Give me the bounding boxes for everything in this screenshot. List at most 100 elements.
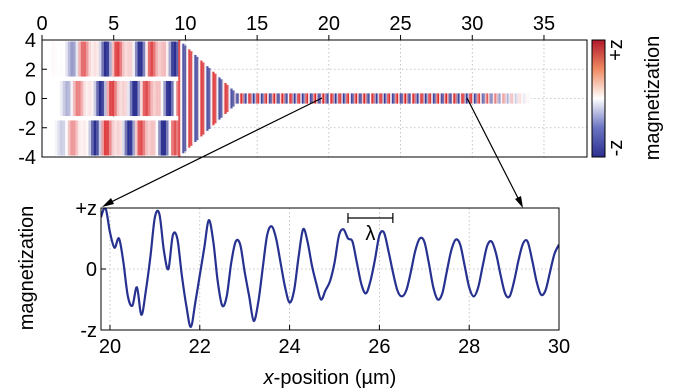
wave-cell: [462, 93, 465, 104]
wave-cell: [98, 41, 102, 77]
wave-cell: [214, 73, 217, 124]
wave-cell: [470, 93, 473, 104]
map-x-tick-label: 0: [36, 13, 47, 35]
wave-cell: [85, 120, 89, 156]
wave-cell: [350, 93, 353, 104]
wave-cell: [391, 93, 394, 104]
colorbar-bottom-label: -z: [605, 140, 627, 157]
wave-cell: [521, 93, 523, 104]
wave-cell: [67, 41, 71, 77]
wave-cell: [347, 93, 350, 104]
map-y-tick-label: 4: [25, 30, 36, 52]
wave-cell: [380, 93, 383, 104]
wave-cell: [379, 93, 381, 104]
wave-cell: [417, 93, 419, 104]
wave-cell: [461, 93, 463, 104]
wave-cell: [252, 93, 255, 104]
pointer-arrow-right: [466, 97, 522, 205]
wave-cell: [114, 120, 118, 156]
wave-cell: [88, 120, 92, 156]
wave-cell: [163, 120, 167, 156]
wave-cell: [481, 93, 484, 104]
x-axis-title-italic: x: [263, 367, 275, 389]
wave-cell: [52, 41, 56, 77]
wave-cell: [323, 93, 326, 104]
wave-cell: [402, 93, 405, 104]
wave-cell: [106, 41, 110, 77]
wave-cell: [176, 120, 179, 156]
wave-cell: [153, 41, 156, 77]
series-line: [101, 208, 559, 329]
wave-cell: [248, 93, 250, 104]
wave-cell: [339, 93, 342, 104]
wave-cell: [273, 93, 276, 104]
wave-cell: [224, 82, 227, 115]
wave-cell: [284, 93, 287, 104]
wave-cell: [361, 93, 364, 104]
wave-cell: [150, 80, 154, 117]
wave-cell: [308, 93, 310, 104]
wave-cell: [129, 80, 133, 117]
wave-cell: [412, 93, 415, 104]
wave-cell: [472, 93, 474, 104]
wave-cell: [42, 120, 45, 156]
wave-cell: [458, 93, 460, 104]
wave-cell: [188, 49, 191, 148]
wave-cell: [505, 93, 508, 104]
wave-cell: [91, 120, 94, 156]
wave-cell: [262, 93, 265, 104]
plot-y-tick-label: +z: [75, 198, 97, 220]
wave-cell: [289, 93, 291, 104]
plot-grid: [101, 208, 559, 330]
wave-cell: [344, 93, 347, 104]
wave-cell: [171, 120, 174, 156]
wave-cell: [423, 93, 426, 104]
wave-cell: [275, 93, 277, 104]
wave-cell: [186, 47, 189, 150]
wave-cell: [256, 93, 258, 104]
map-x-tick-label: 35: [533, 13, 555, 35]
wave-cell: [366, 93, 369, 104]
wave-cell: [279, 93, 282, 104]
wave-cell: [57, 120, 61, 156]
wave-cell: [101, 120, 105, 156]
wave-cell: [111, 80, 115, 117]
wave-cell: [410, 93, 413, 104]
colorbar-gradient: [591, 39, 606, 158]
wave-cell: [98, 120, 102, 156]
plot-x-tick-label: 24: [278, 336, 300, 358]
wave-cell: [264, 93, 266, 104]
wave-cell: [286, 93, 288, 104]
wave-cell: [511, 93, 514, 104]
wave-cell: [49, 41, 53, 77]
pointer-arrowhead-left: [102, 198, 114, 207]
wave-cell: [116, 120, 120, 156]
wave-cell: [376, 93, 378, 104]
wave-cell: [206, 66, 209, 131]
wave-cell: [132, 41, 136, 77]
wave-cell: [65, 120, 68, 156]
wave-cell: [127, 120, 130, 156]
wave-cell: [316, 93, 318, 104]
wave-cell: [101, 41, 105, 77]
wave-cell: [513, 93, 516, 104]
wave-cell: [246, 93, 249, 104]
wave-cell: [72, 80, 76, 117]
wave-cell: [109, 120, 112, 156]
plot-x-tick-label: 20: [99, 336, 121, 358]
wave-cell: [140, 120, 143, 156]
map-y-tick-label: -4: [18, 147, 36, 169]
wave-cell: [432, 93, 435, 104]
wave-cell: [132, 120, 136, 156]
wave-cell: [398, 93, 400, 104]
wave-cell: [267, 93, 269, 104]
wave-cell: [65, 41, 68, 77]
wave-cell: [57, 80, 61, 117]
wave-cell: [165, 41, 169, 77]
wave-cell: [327, 93, 329, 104]
wave-cell: [122, 120, 125, 156]
wave-cell: [424, 93, 427, 104]
spin-wave-pattern: [42, 40, 531, 157]
wave-cell: [134, 41, 138, 77]
wave-cell: [75, 41, 79, 77]
